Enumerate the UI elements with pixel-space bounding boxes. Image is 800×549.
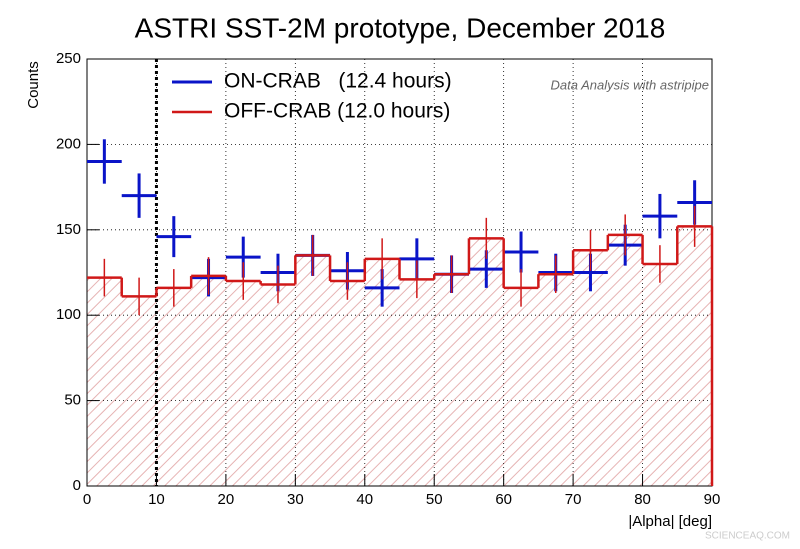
hatch-area <box>607 234 643 486</box>
x-tick-label: 50 <box>426 491 443 508</box>
hatch-area <box>121 296 157 486</box>
y-tick-label: 250 <box>56 50 81 67</box>
x-tick-label: 70 <box>565 491 582 508</box>
hatch-area <box>225 281 261 486</box>
x-tick-label: 20 <box>218 491 235 508</box>
y-tick-label: 100 <box>56 306 81 323</box>
hatch-area <box>156 287 192 486</box>
y-axis-label: Counts <box>25 61 42 109</box>
legend-label: ON-CRAB (12.4 hours) <box>224 70 452 93</box>
y-tick-label: 200 <box>56 135 81 152</box>
chart-title: ASTRI SST-2M prototype, December 2018 <box>135 12 666 43</box>
x-axis-label: |Alpha| [deg] <box>628 513 712 530</box>
hatch-area <box>330 281 365 486</box>
hatch-area <box>642 263 678 486</box>
y-tick-label: 150 <box>56 221 81 238</box>
annotation: Data Analysis with astripipe <box>551 77 709 92</box>
plot-area: 0 10 20 30 40 50 60 70 80 90 0 50 100 150 200 250 <box>56 50 720 508</box>
hatch-area <box>399 279 435 486</box>
hatch-area <box>260 284 296 486</box>
hatch-area <box>295 255 331 486</box>
x-tick-label: 90 <box>704 491 721 508</box>
x-tick-label: 30 <box>287 491 304 508</box>
x-tick-label: 0 <box>83 491 91 508</box>
hatch-area <box>191 275 226 486</box>
x-tick-label: 40 <box>356 491 373 508</box>
hatch-area <box>434 274 469 486</box>
x-tick-label: 80 <box>634 491 651 508</box>
y-tick-label: 0 <box>73 477 81 494</box>
x-tick-label: 10 <box>148 491 165 508</box>
hatch-area <box>503 287 539 486</box>
x-tick-label: 60 <box>495 491 512 508</box>
legend-label: OFF-CRAB (12.0 hours) <box>224 100 450 123</box>
hatch-area <box>87 277 122 486</box>
hatch-area <box>677 226 712 486</box>
watermark: SCIENCEAQ.COM <box>705 531 790 542</box>
hatch-area <box>538 274 574 486</box>
y-tick-label: 50 <box>64 392 81 409</box>
